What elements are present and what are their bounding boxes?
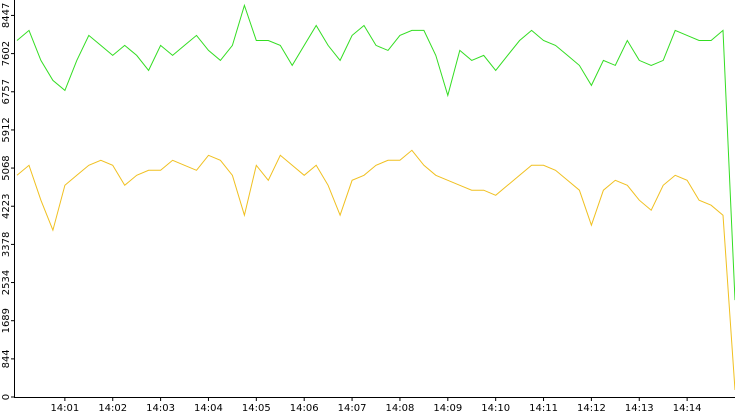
y-tick-label: 4223: [1, 194, 12, 219]
y-tick-label: 8447: [1, 3, 12, 28]
x-tick-label: 14:05: [242, 403, 271, 414]
x-tick-label: 14:04: [194, 403, 223, 414]
y-tick-label: 6757: [1, 79, 12, 104]
x-tick-label: 14:01: [50, 403, 79, 414]
x-tick-label: 14:02: [98, 403, 127, 414]
y-tick-label: 0: [1, 394, 12, 400]
y-tick-label: 2534: [1, 270, 12, 295]
y-tick-label: 5068: [1, 155, 12, 180]
y-tick-label: 5912: [1, 117, 12, 142]
series-line: [16, 149, 735, 391]
y-tick-label: 7602: [1, 41, 12, 66]
x-tick-label: 14:12: [577, 403, 606, 414]
x-tick-label: 14:09: [433, 403, 462, 414]
x-tick-label: 14:13: [625, 403, 654, 414]
y-tick-label: 844: [1, 349, 12, 368]
x-tick-label: 14:11: [529, 403, 558, 414]
x-tick-label: 14:07: [338, 403, 367, 414]
y-tick-label: 3378: [1, 232, 12, 257]
x-tick-label: 14:10: [481, 403, 510, 414]
series-line: [16, 3, 735, 301]
x-tick-label: 14:03: [146, 403, 175, 414]
x-tick-label: 14:14: [673, 403, 702, 414]
x-tick-label: 14:08: [386, 403, 415, 414]
y-tick-label: 1689: [1, 308, 12, 333]
x-tick-label: 14:06: [290, 403, 319, 414]
